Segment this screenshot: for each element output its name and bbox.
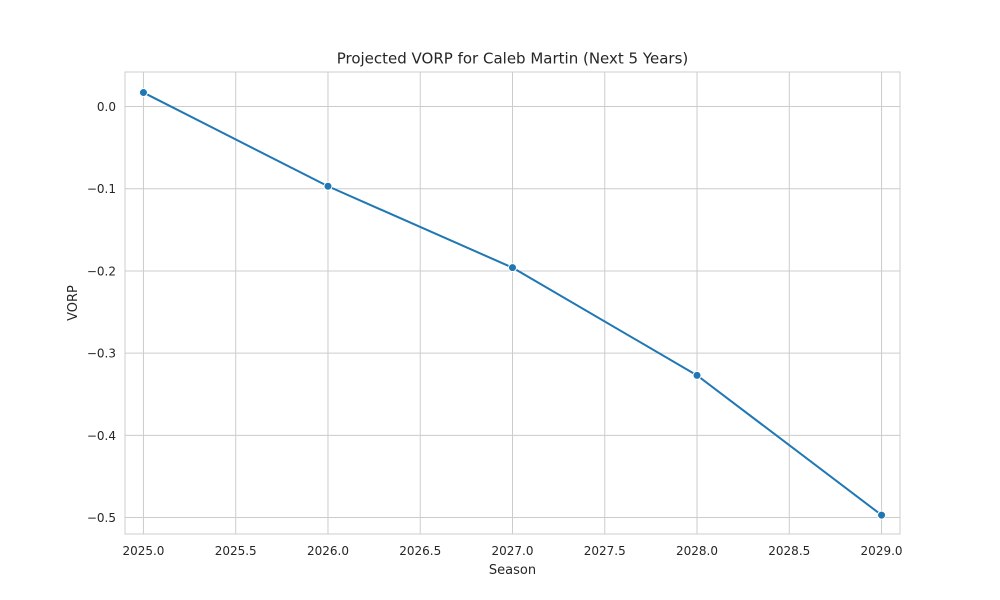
y-tick-label: −0.4 [87, 429, 116, 443]
data-point [692, 370, 702, 380]
y-tick-label: 0.0 [97, 100, 116, 114]
x-tick-label: 2025.5 [215, 544, 257, 558]
x-tick-label: 2029.0 [861, 544, 903, 558]
data-point [138, 88, 148, 98]
plot-area-frame [124, 71, 901, 535]
y-tick-label: −0.3 [87, 347, 116, 361]
x-tick-label: 2027.0 [492, 544, 534, 558]
y-axis-label: VORP [66, 285, 81, 321]
y-tick-label: −0.5 [87, 511, 116, 525]
x-tick-labels: 2025.0 2025.5 2026.0 2026.5 2027.0 2027.5 2028… [122, 544, 902, 558]
chart-title: Projected VORP for Caleb Martin (Next 5 … [337, 50, 689, 68]
x-tick-label: 2025.0 [122, 544, 164, 558]
x-tick-label: 2026.5 [399, 544, 441, 558]
x-tick-label: 2028.5 [768, 544, 810, 558]
y-tick-labels: 0.0 −0.1 −0.2 −0.3 −0.4 −0.5 [87, 100, 116, 525]
y-tick-label: −0.1 [87, 182, 116, 196]
data-point [877, 510, 887, 520]
data-point [323, 181, 333, 191]
x-tick-label: 2028.0 [676, 544, 718, 558]
x-axis-label: Season [489, 563, 536, 578]
data-point [508, 263, 517, 273]
y-tick-label: −0.2 [87, 264, 116, 278]
x-tick-label: 2027.5 [584, 544, 626, 558]
x-gridlines [142, 72, 883, 534]
x-tick-label: 2026.0 [307, 544, 349, 558]
series-layer [138, 88, 887, 520]
y-gridlines [125, 106, 900, 519]
